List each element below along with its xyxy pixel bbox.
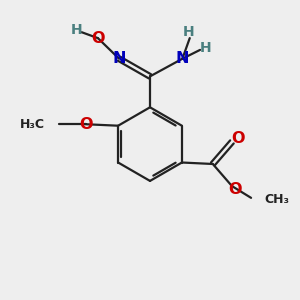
Text: N: N [112, 51, 126, 66]
Text: O: O [79, 117, 92, 132]
Text: H: H [200, 40, 211, 55]
Text: H: H [70, 23, 82, 37]
Text: CH₃: CH₃ [264, 193, 289, 206]
Text: O: O [228, 182, 242, 197]
Text: H: H [182, 25, 194, 39]
Text: H₃C: H₃C [20, 118, 44, 131]
Text: O: O [232, 131, 245, 146]
Text: O: O [91, 31, 105, 46]
Text: N: N [176, 51, 189, 66]
